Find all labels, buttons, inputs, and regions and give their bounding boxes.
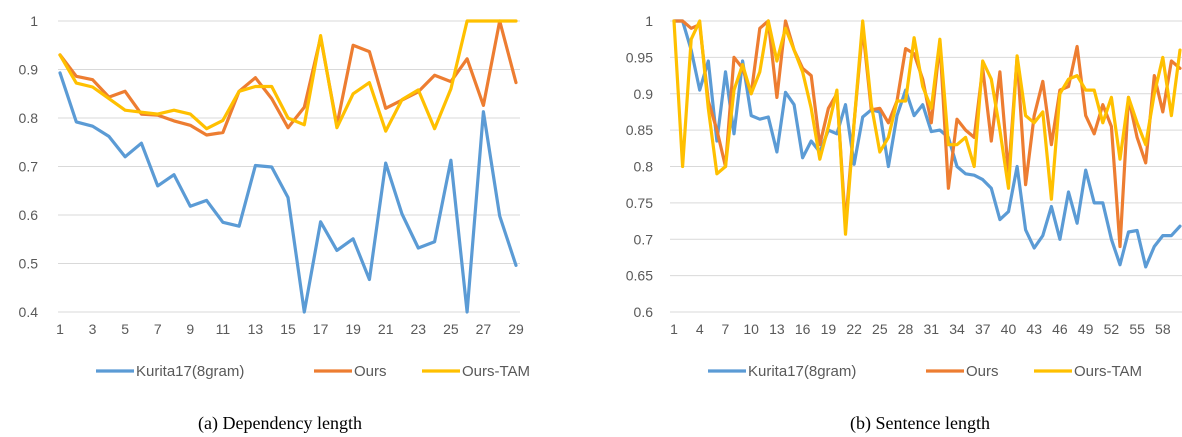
y-tick-label: 0.8 xyxy=(19,110,39,126)
y-tick-label: 0.4 xyxy=(19,304,39,320)
x-tick-label: 13 xyxy=(248,321,264,337)
x-tick-label: 22 xyxy=(846,321,862,337)
x-tick-label: 31 xyxy=(923,321,939,337)
legend-label: Ours xyxy=(966,363,999,380)
x-tick-label: 3 xyxy=(89,321,97,337)
chart-sentence-length: 1 0.95 0.9 0.85 0.8 0.75 0.7 0.65 0.6 1 4 7 10 13 16 19… xyxy=(626,13,1182,434)
y-tick-label: 0.9 xyxy=(19,62,39,78)
x-tick-label: 25 xyxy=(872,321,888,337)
y-tick-label: 0.75 xyxy=(626,195,653,211)
y-tick-label: 0.95 xyxy=(626,49,653,65)
x-tick-label: 29 xyxy=(508,321,524,337)
x-tick-label: 52 xyxy=(1104,321,1120,337)
x-tick-label: 5 xyxy=(121,321,129,337)
legend-label: Ours-TAM xyxy=(1074,363,1142,380)
x-tick-label: 19 xyxy=(345,321,361,337)
x-tick-label: 37 xyxy=(975,321,991,337)
series-line-ours xyxy=(58,19,518,137)
x-tick-label: 55 xyxy=(1129,321,1145,337)
x-tick-label: 28 xyxy=(898,321,914,337)
x-tick-label: 1 xyxy=(56,321,64,337)
x-tick-label: 43 xyxy=(1026,321,1042,337)
y-tick-label: 1 xyxy=(645,13,653,29)
x-tick-label: 40 xyxy=(1001,321,1017,337)
legend-label: Ours xyxy=(354,363,387,380)
x-tick-label: 25 xyxy=(443,321,459,337)
y-tick-label: 0.8 xyxy=(634,159,654,175)
x-tick-label: 19 xyxy=(821,321,837,337)
chart-caption: (a) Dependency length xyxy=(198,413,362,434)
legend-label: Kurita17(8gram) xyxy=(748,363,856,380)
x-tick-label: 1 xyxy=(670,321,678,337)
x-tick-label: 21 xyxy=(378,321,394,337)
x-tick-label: 16 xyxy=(795,321,811,337)
legend-label: Kurita17(8gram) xyxy=(136,363,244,380)
y-tick-label: 0.6 xyxy=(19,207,39,223)
legend-label: Ours-TAM xyxy=(462,363,530,380)
x-tick-label: 27 xyxy=(476,321,492,337)
x-tick-label: 4 xyxy=(696,321,704,337)
x-tick-label: 34 xyxy=(949,321,965,337)
chart-dependency-length: 10.90.80.70.60.50.41 3 5 7 9 11 13 15 17 19 21 23 25… xyxy=(19,13,531,434)
x-tick-label: 7 xyxy=(722,321,730,337)
x-tick-label: 58 xyxy=(1155,321,1171,337)
y-tick-label: 0.65 xyxy=(626,268,653,284)
series-line-kurita17-8gram- xyxy=(672,19,1182,269)
x-tick-label: 49 xyxy=(1078,321,1094,337)
series-line-kurita17-8gram- xyxy=(58,71,518,314)
x-tick-label: 9 xyxy=(186,321,194,337)
x-tick-label: 46 xyxy=(1052,321,1068,337)
x-tick-label: 7 xyxy=(154,321,162,337)
y-tick-label: 0.9 xyxy=(634,86,654,102)
y-tick-label: 0.6 xyxy=(634,304,654,320)
x-tick-label: 10 xyxy=(743,321,759,337)
x-tick-label: 23 xyxy=(410,321,426,337)
x-tick-label: 15 xyxy=(280,321,296,337)
y-tick-label: 0.85 xyxy=(626,122,653,138)
x-tick-label: 11 xyxy=(216,321,231,337)
x-tick-label: 13 xyxy=(769,321,785,337)
x-tick-label: 17 xyxy=(313,321,329,337)
series-line-ours-tam xyxy=(58,19,518,133)
y-tick-label: 0.7 xyxy=(19,159,39,175)
series-line-ours-tam xyxy=(672,19,1182,236)
chart-caption: (b) Sentence length xyxy=(850,413,990,434)
y-tick-label: 0.7 xyxy=(634,231,654,247)
y-tick-label: 0.5 xyxy=(19,256,39,272)
y-tick-label: 1 xyxy=(30,13,38,29)
